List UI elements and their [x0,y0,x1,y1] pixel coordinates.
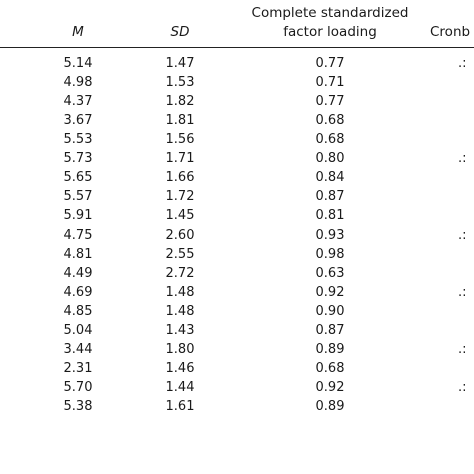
cell-m: 3.44 [63,341,93,357]
table-row: 5.04 1.43 0.87 [0,322,474,340]
cell-sd: 1.66 [165,170,195,186]
cell-sd: 1.45 [165,208,195,224]
cell-m: 2.31 [63,360,93,376]
cell-m: 4.98 [63,75,93,90]
cell-factor-loading: 0.92 [315,284,345,300]
cell-sd: 1.80 [165,341,195,357]
table-row: 4.75 2.60 0.93.: [0,227,474,245]
table-row: 4.37 1.82 0.77 [0,93,474,111]
cell-m: 5.91 [63,208,93,224]
cell-m: 4.69 [63,284,93,300]
cell-factor-loading: 0.84 [315,170,345,186]
cell-factor-loading: 0.81 [315,208,345,224]
cell-sd: 2.72 [165,265,195,281]
cell-sd: 1.82 [165,94,195,110]
table-row: 5.14 1.47 0.77.: [0,55,474,73]
table-row: 5.57 1.72 0.87 [0,188,474,206]
cell-sd: 1.44 [165,379,195,395]
cell-sd: 1.48 [165,303,195,319]
cell-sd: 2.55 [165,246,195,262]
cell-sd: 1.47 [165,56,195,71]
cell-factor-loading: 0.90 [315,303,345,319]
cell-factor-loading: 0.68 [315,132,345,148]
cell-cronbach: .: [458,341,467,357]
table-row: 4.81 2.55 0.98 [0,246,474,264]
cell-m: 3.67 [63,113,93,129]
cell-sd: 1.46 [165,360,195,376]
cell-m: 5.04 [63,322,93,338]
cell-factor-loading: 0.77 [315,94,345,110]
cell-sd: 1.61 [165,398,195,414]
cell-sd: 1.81 [165,113,195,129]
cell-sd: 1.56 [165,132,195,148]
cell-factor-loading: 0.87 [315,322,345,338]
table-row: 5.73 1.71 0.80.: [0,150,474,168]
cell-cronbach: .: [458,379,467,395]
header-rule [0,47,474,48]
cell-sd: 1.53 [165,75,195,90]
cell-factor-loading: 0.68 [315,360,345,376]
table-row: 4.69 1.48 0.92.: [0,284,474,302]
cell-factor-loading: 0.89 [315,398,345,414]
table-row: 2.31 1.46 0.68 [0,360,474,378]
cell-cronbach: .: [458,151,467,167]
table-row: 4.98 1.53 0.71 [0,74,474,92]
cell-factor-loading: 0.89 [315,341,345,357]
cell-m: 4.81 [63,246,93,262]
header-factor-loading-line2: factor loading [283,24,377,40]
cell-m: 4.37 [63,94,93,110]
cell-m: 4.75 [63,227,93,243]
cell-sd: 1.48 [165,284,195,300]
cell-factor-loading: 0.92 [315,379,345,395]
cell-m: 4.49 [63,265,93,281]
table-row: 5.38 1.61 0.89 [0,398,474,416]
header-cronbach: Cronb [430,24,471,40]
table-row: 3.44 1.80 0.89.: [0,341,474,359]
table-row: 5.53 1.56 0.68 [0,131,474,149]
cell-sd: 1.71 [165,151,195,167]
table-row: 4.49 2.72 0.63 [0,265,474,283]
cell-m: 5.38 [63,398,93,414]
cell-cronbach: .: [458,56,467,71]
header-factor-loading-line1: Complete standardized [251,5,409,21]
cell-m: 5.14 [63,56,93,71]
cell-factor-loading: 0.77 [315,56,345,71]
cell-m: 4.85 [63,303,93,319]
cell-factor-loading: 0.87 [315,189,345,205]
cell-factor-loading: 0.71 [315,75,345,90]
cell-factor-loading: 0.98 [315,246,345,262]
cell-cronbach: .: [458,284,467,300]
cell-sd: 1.72 [165,189,195,205]
cell-sd: 1.43 [165,322,195,338]
cell-factor-loading: 0.68 [315,113,345,129]
cell-m: 5.53 [63,132,93,148]
table-row: 5.91 1.45 0.81 [0,207,474,225]
cell-m: 5.57 [63,189,93,205]
cell-m: 5.65 [63,170,93,186]
table-row: 5.65 1.66 0.84 [0,169,474,187]
table-row: 4.85 1.48 0.90 [0,303,474,321]
cell-sd: 2.60 [165,227,195,243]
header-m: M [72,24,84,40]
cell-m: 5.73 [63,151,93,167]
cell-cronbach: .: [458,227,467,243]
cell-m: 5.70 [63,379,93,395]
header-sd: SD [170,24,190,40]
table-row: 3.67 1.81 0.68 [0,112,474,130]
cell-factor-loading: 0.80 [315,151,345,167]
table-row: 5.70 1.44 0.92.: [0,379,474,397]
cell-factor-loading: 0.63 [315,265,345,281]
cell-factor-loading: 0.93 [315,227,345,243]
